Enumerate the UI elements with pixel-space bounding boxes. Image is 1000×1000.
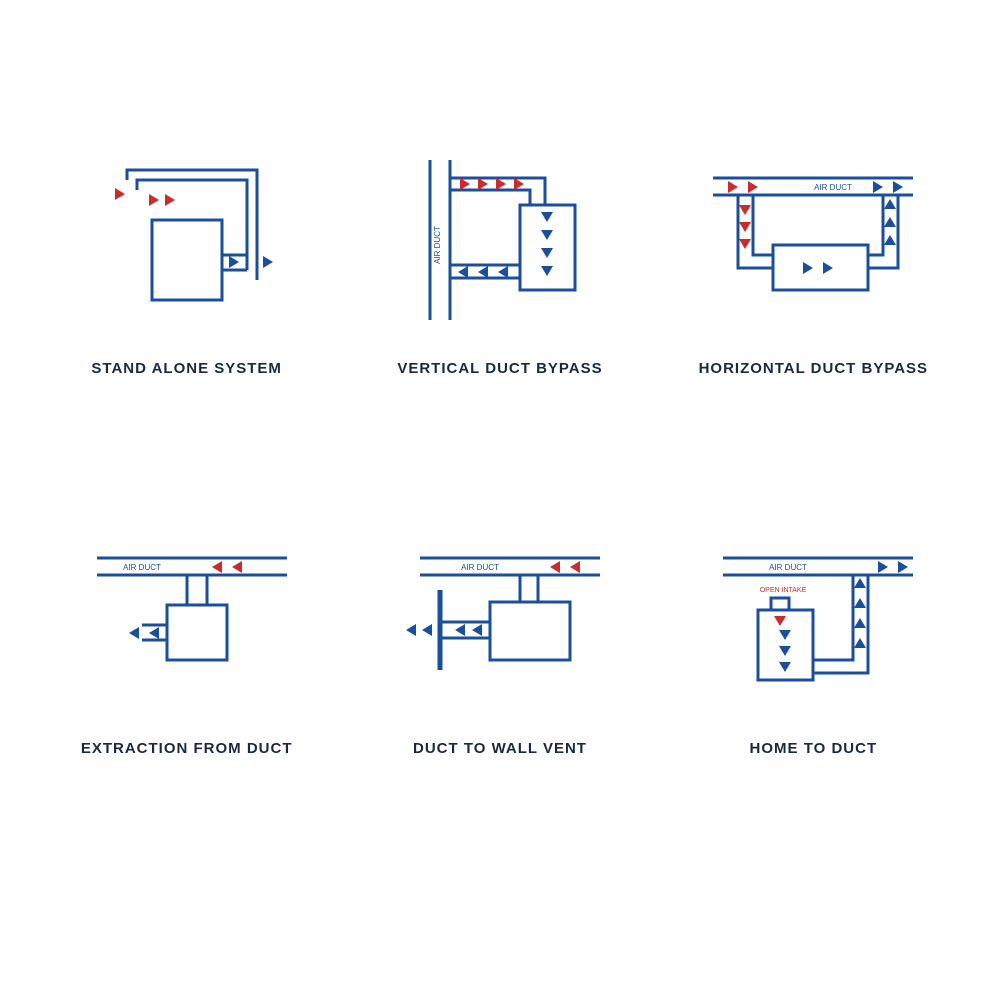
intake-label: OPEN INTAKE	[760, 587, 807, 594]
label-stand-alone: STAND ALONE SYSTEM	[91, 360, 282, 377]
cell-home-to-duct: AIR DUCT OPEN INTAKE	[667, 530, 960, 850]
label-duct-to-wall: DUCT TO WALL VENT	[413, 740, 587, 757]
diagram-horizontal-bypass: AIR DUCT	[693, 150, 933, 330]
diagram-grid: STAND ALONE SYSTEM AIR	[0, 0, 1000, 1000]
duct-label-horizontal: AIR DUCT	[814, 183, 852, 192]
cell-vertical-bypass: AIR DUCT	[353, 150, 646, 470]
diagram-home-to-duct: AIR DUCT OPEN INTAKE	[693, 530, 933, 710]
diagram-stand-alone	[67, 150, 307, 330]
duct-label-extraction: AIR DUCT	[123, 563, 161, 572]
diagram-vertical-bypass: AIR DUCT	[380, 150, 620, 330]
cell-horizontal-bypass: AIR DUCT	[667, 150, 960, 470]
diagram-extraction: AIR DUCT	[67, 530, 307, 710]
label-home-to-duct: HOME TO DUCT	[750, 740, 878, 757]
label-extraction: EXTRACTION FROM DUCT	[81, 740, 293, 757]
cell-stand-alone: STAND ALONE SYSTEM	[40, 150, 333, 470]
diagram-duct-to-wall: AIR DUCT	[380, 530, 620, 710]
duct-label-wall: AIR DUCT	[461, 563, 499, 572]
duct-label-vertical: AIR DUCT	[433, 226, 442, 264]
cell-extraction: AIR DUCT EXTRACTION FROM DUCT	[40, 530, 333, 850]
label-horizontal-bypass: HORIZONTAL DUCT BYPASS	[699, 360, 929, 377]
label-vertical-bypass: VERTICAL DUCT BYPASS	[397, 360, 602, 377]
cell-duct-to-wall: AIR DUCT DUCT TO WALL VENT	[353, 530, 646, 850]
duct-label-home: AIR DUCT	[769, 563, 807, 572]
